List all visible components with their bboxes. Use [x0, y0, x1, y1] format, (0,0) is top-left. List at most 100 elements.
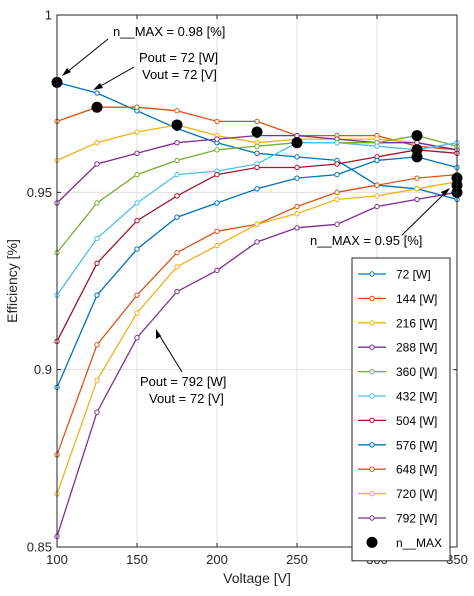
legend-label: 720 [W]: [396, 487, 437, 501]
series-marker: [214, 200, 220, 206]
series-marker: [174, 264, 180, 270]
series-marker: [134, 104, 140, 110]
series-marker: [414, 196, 420, 203]
x-tick-label: 100: [46, 552, 68, 567]
y-tick-label: 0.95: [27, 185, 52, 200]
series-marker: [214, 267, 220, 274]
legend-marker: [369, 490, 375, 497]
series-marker: [414, 139, 420, 146]
legend-max-marker: [366, 536, 378, 548]
annotation-pout-792: Pout = 792 [W] Vout = 72 [V]: [140, 329, 226, 406]
series-marker: [134, 218, 140, 224]
series-marker: [134, 171, 140, 178]
y-tick-label: 0.9: [34, 362, 52, 377]
series-marker: [134, 335, 140, 341]
legend-label: 792 [W]: [396, 512, 437, 526]
series-marker: [94, 235, 100, 242]
annotation-pout-72-arrowhead: [93, 83, 103, 90]
legend-marker: [369, 466, 375, 472]
series-marker: [374, 157, 380, 164]
series-marker: [414, 186, 420, 192]
annotation-pout-792-line1: Pout = 792 [W]: [140, 374, 226, 389]
x-tick-label: 200: [206, 552, 228, 567]
series-marker: [294, 164, 300, 171]
x-tick-label: 250: [286, 552, 308, 567]
series-marker: [374, 193, 380, 199]
series-marker: [174, 108, 180, 114]
series-marker: [134, 292, 140, 298]
series-marker: [174, 171, 180, 178]
series-marker: [254, 118, 260, 125]
max-point-marker: [411, 130, 423, 142]
series-marker: [94, 342, 100, 348]
legend: 72 [W] 144 [W] 216 [W] 288 [W] 360 [W] 432 [W…: [351, 257, 451, 562]
series-marker: [94, 200, 100, 206]
legend-marker: [369, 515, 375, 521]
series-marker: [374, 143, 380, 149]
series-marker: [414, 175, 420, 181]
series-marker: [254, 186, 260, 192]
legend-marker: [369, 271, 375, 277]
series-marker: [374, 203, 380, 210]
max-point-marker: [91, 101, 103, 113]
max-points: [51, 76, 463, 198]
series-marker: [214, 228, 220, 235]
legend-marker: [369, 295, 375, 302]
series-marker: [374, 182, 380, 188]
annotation-max-low-arrowhead: [441, 188, 450, 196]
legend-label: 360 [W]: [396, 365, 437, 379]
max-point-marker: [251, 126, 263, 138]
series-marker: [254, 150, 260, 157]
y-axis-title: Efficiency [%]: [4, 239, 20, 323]
legend-marker: [369, 393, 375, 399]
x-tick-label: 150: [126, 552, 148, 567]
series-marker: [134, 129, 140, 135]
series-marker: [174, 288, 180, 295]
series-marker: [294, 175, 300, 181]
x-axis-title: Voltage [V]: [223, 570, 291, 586]
series-marker: [134, 200, 140, 206]
series-marker: [94, 161, 100, 167]
legend-marker: [369, 320, 375, 326]
legend-marker: [369, 344, 375, 350]
legend-marker: [369, 417, 375, 424]
annotation-max-high-arrowhead: [62, 68, 71, 76]
series-marker: [294, 132, 300, 139]
x-tick-label: 350: [446, 552, 468, 567]
series-marker: [294, 225, 300, 231]
series-marker: [334, 189, 340, 196]
legend-label: 216 [W]: [396, 316, 437, 330]
series-marker: [94, 409, 100, 415]
series-marker: [254, 239, 260, 245]
annotation-pout-72-arrow: [96, 66, 135, 89]
series-marker: [174, 193, 180, 199]
series-marker: [174, 157, 180, 164]
series-marker: [214, 136, 220, 142]
max-point-marker: [411, 151, 423, 163]
series-marker: [254, 221, 260, 227]
annotation-pout-792-line2: Vout = 72 [V]: [149, 391, 224, 406]
legend-marker: [369, 368, 375, 375]
series-marker: [214, 118, 220, 125]
series-marker: [94, 377, 100, 384]
y-tick-label: 1: [45, 8, 52, 23]
annotation-pout-72: Pout = 72 [W] Vout = 72 [V]: [93, 50, 218, 90]
series-marker: [174, 214, 180, 220]
series-marker: [214, 147, 220, 153]
annotation-pout-72-line2: Vout = 72 [V]: [142, 67, 217, 82]
legend-label: n__MAX: [396, 536, 442, 550]
series-marker: [334, 161, 340, 167]
series-marker: [174, 139, 180, 146]
legend-label: 288 [W]: [396, 341, 437, 355]
series-marker: [174, 249, 180, 256]
annotation-max-high: n__MAX = 0.98 [%]: [62, 24, 225, 76]
legend-label: 576 [W]: [396, 438, 437, 452]
series-marker: [94, 260, 100, 266]
series-marker: [334, 171, 340, 178]
annotation-max-low: n__MAX = 0.95 [%]: [310, 188, 450, 248]
legend-label: 144 [W]: [396, 292, 437, 306]
series-marker: [94, 139, 100, 146]
legend-label: 432 [W]: [396, 390, 437, 404]
legend-marker: [369, 442, 375, 448]
